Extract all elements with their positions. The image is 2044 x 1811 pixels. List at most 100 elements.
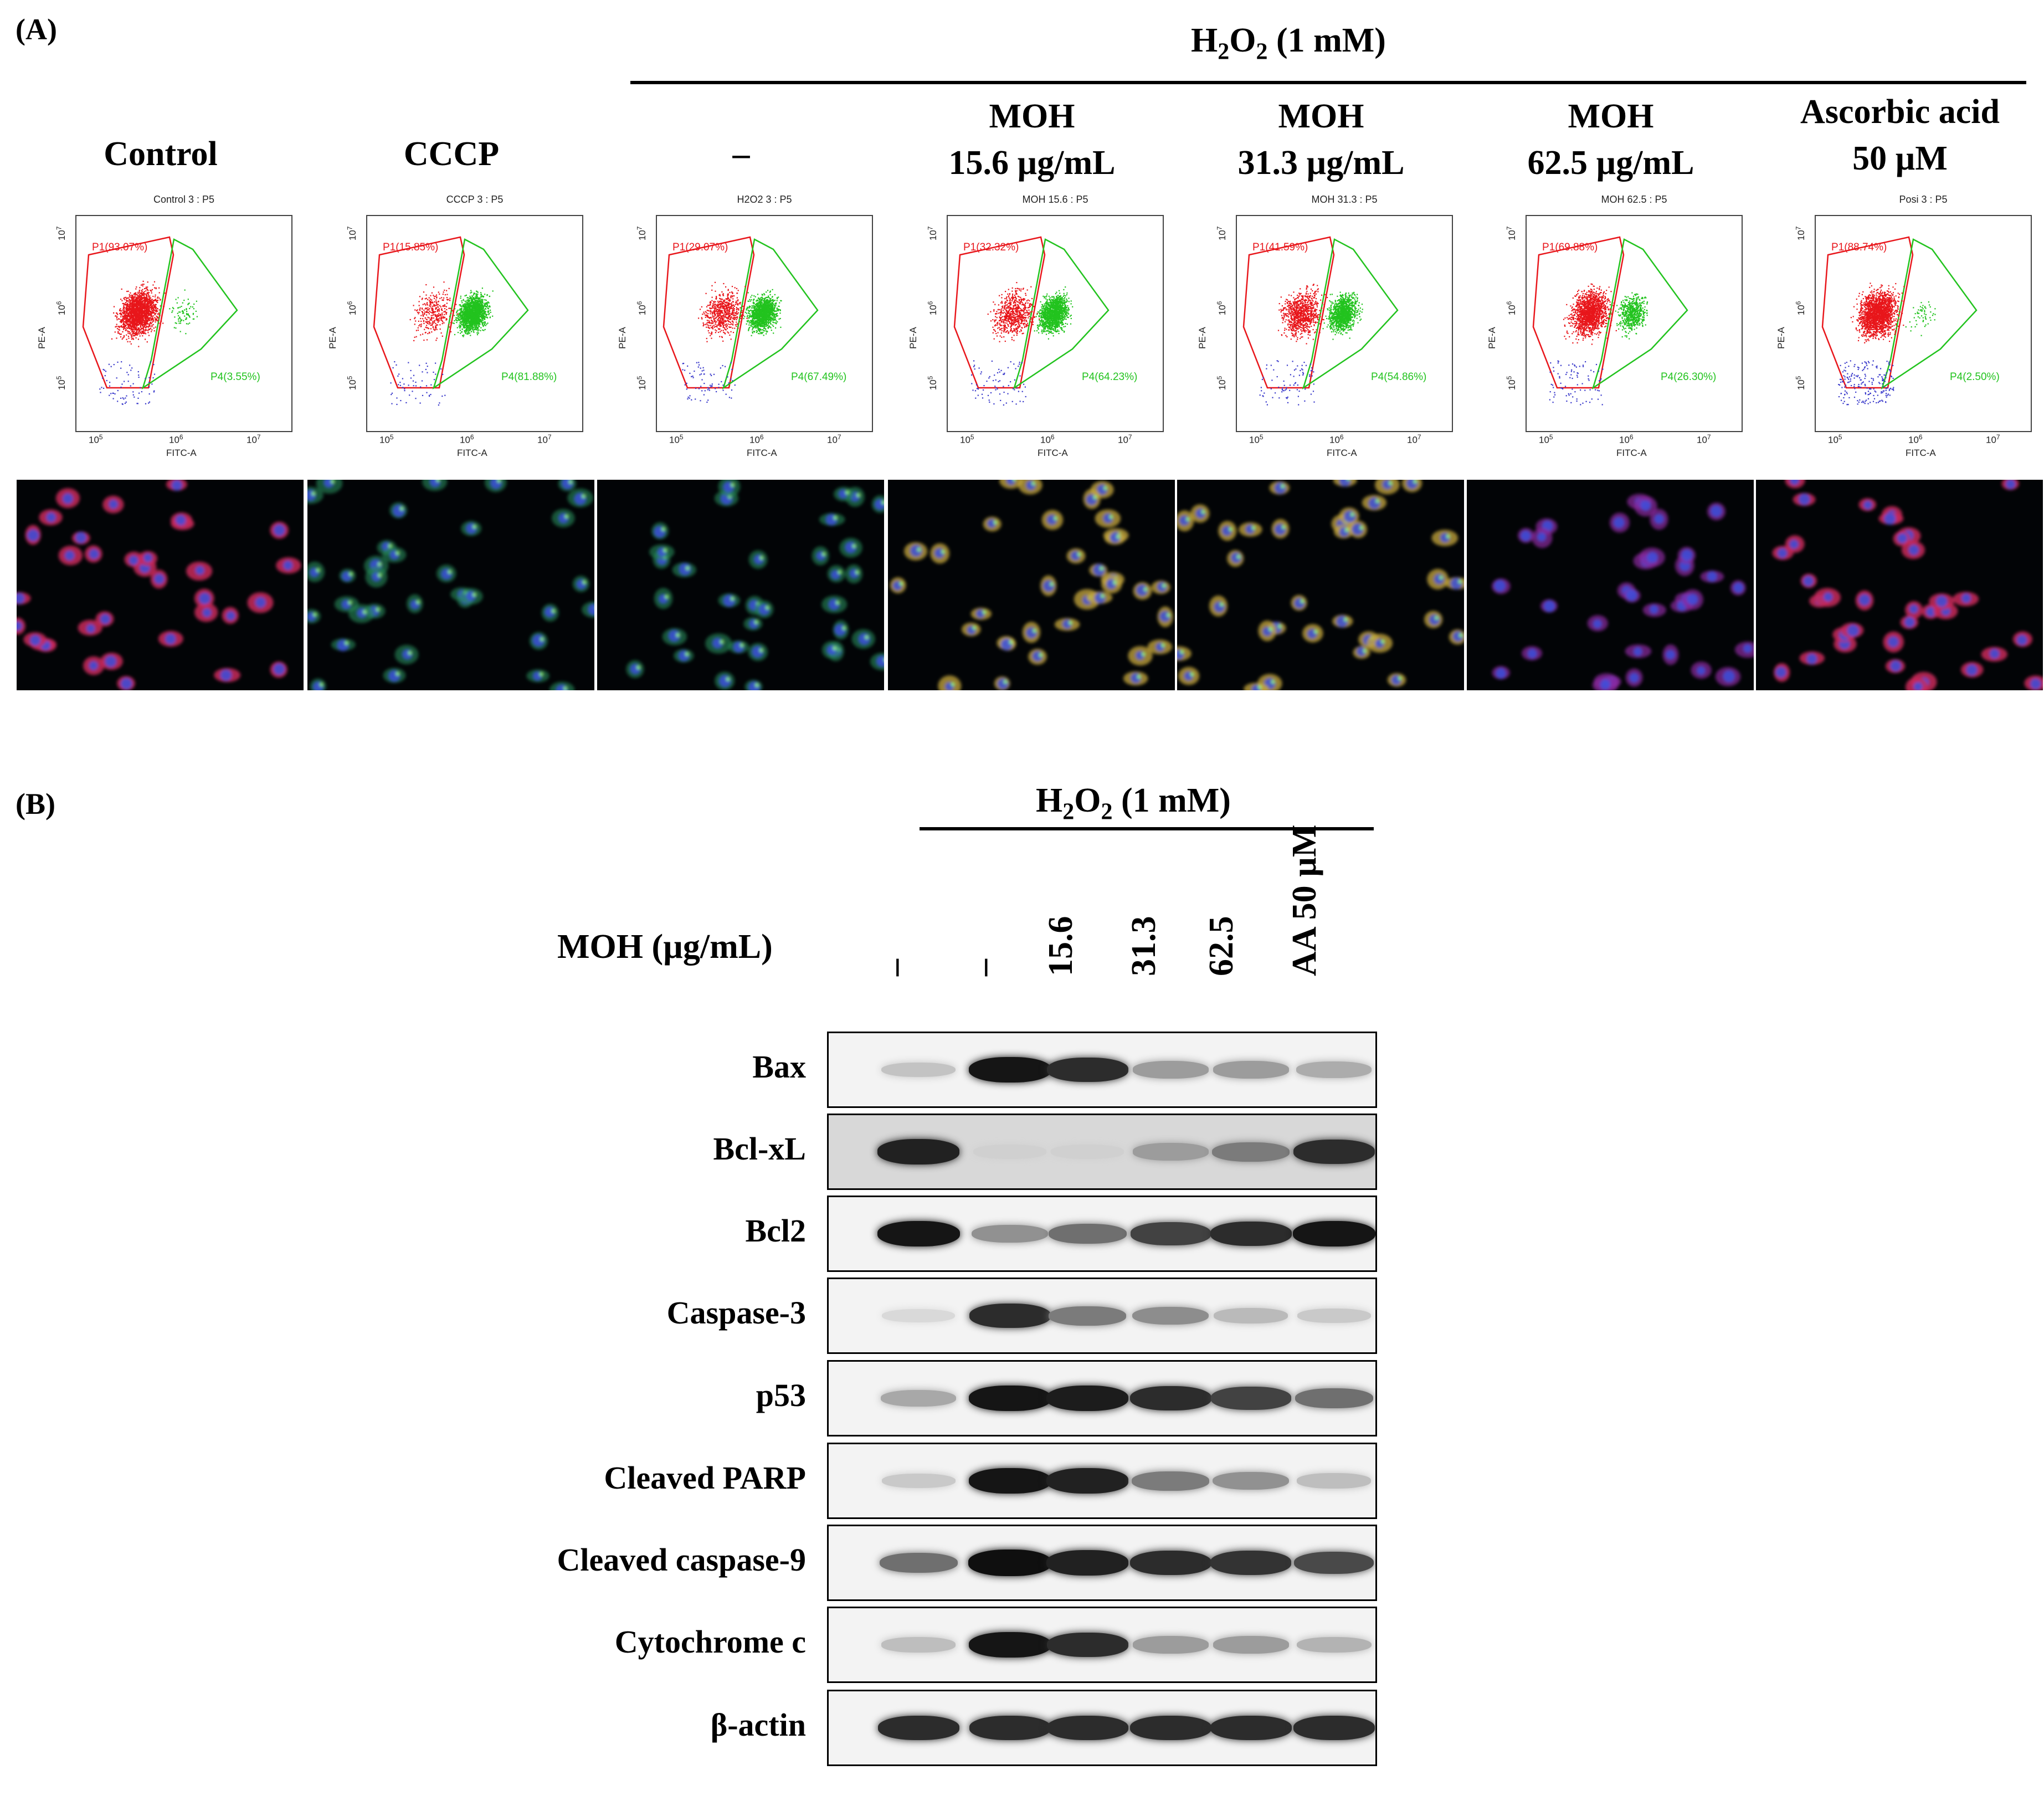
x-tick-base: 10 — [1828, 435, 1838, 445]
y-tick-exp: 6 — [1215, 301, 1223, 305]
flow-plot-title: MOH 15.6 : P5 — [947, 194, 1164, 206]
column-header-line1: MOH — [1467, 93, 1755, 140]
flow-plot-title: H2O2 3 : P5 — [656, 194, 873, 206]
column-header-6: MOH 62.5 µg/mL — [1467, 93, 1755, 186]
lane-label-4: 31.3 — [1124, 916, 1164, 977]
band — [880, 1553, 958, 1573]
band — [881, 1390, 956, 1407]
band — [1295, 1388, 1373, 1408]
column-header-line1: MOH — [888, 93, 1176, 140]
y-tick-base: 10 — [1796, 305, 1806, 315]
x-tick-base: 10 — [1118, 435, 1128, 445]
band — [878, 1716, 959, 1740]
x-tick: 105 — [89, 433, 103, 446]
x-tick: 105 — [1828, 433, 1842, 446]
x-tick: 107 — [827, 433, 841, 446]
lane-label-1: – — [875, 959, 915, 976]
y-tick-exp: 6 — [1794, 301, 1802, 305]
blot-9 — [827, 1690, 1377, 1766]
band — [1051, 1145, 1124, 1158]
band — [1297, 1473, 1371, 1488]
flow-plot-title: CCCP 3 : P5 — [366, 194, 583, 206]
lane-label-2: – — [964, 959, 1003, 976]
blot-3 — [827, 1196, 1377, 1272]
x-axis-label: FITC-A — [1616, 448, 1647, 459]
y-tick: 105 — [635, 376, 648, 391]
y-axis-label: PE-A — [1776, 327, 1787, 349]
y-tick-exp: 5 — [1505, 376, 1513, 380]
flow-plot-title: Control 3 : P5 — [75, 194, 292, 206]
band — [1213, 1636, 1289, 1653]
x-tick-exp: 5 — [970, 433, 974, 441]
protein-label-bax: Bax — [752, 1048, 806, 1085]
y-tick-base: 10 — [928, 305, 938, 315]
column-header-line1: CCCP — [307, 131, 595, 177]
gate-p4-label: P4(67.49%) — [791, 371, 846, 383]
moh-label: MOH (µg/mL) — [557, 927, 773, 967]
band — [1133, 1143, 1209, 1160]
micrograph-4 — [888, 480, 1175, 690]
x-tick-base: 10 — [537, 435, 548, 445]
protein-label-caspase-3: Caspase-3 — [667, 1294, 806, 1331]
x-tick-base: 10 — [960, 435, 970, 445]
x-tick-base: 10 — [246, 435, 257, 445]
band — [1210, 1222, 1292, 1246]
y-tick: 107 — [1794, 227, 1807, 241]
band — [973, 1145, 1046, 1158]
x-tick: 105 — [669, 433, 684, 446]
x-tick-exp: 7 — [548, 433, 552, 441]
x-tick-exp: 7 — [1128, 433, 1132, 441]
y-tick-base: 10 — [928, 379, 938, 390]
gate-p4-label: P4(2.50%) — [1950, 371, 2000, 383]
x-tick-base: 10 — [1040, 435, 1051, 445]
gate-p4-label: P4(54.86%) — [1371, 371, 1426, 383]
band — [1133, 1636, 1209, 1653]
protein-label-bcl-xl: Bcl-xL — [713, 1130, 806, 1167]
micrograph-6 — [1467, 480, 1754, 690]
flow-plot-5: MOH 31.3 : P5 P1(41.59%) P4(54.86%) 105 106 1… — [1188, 194, 1465, 482]
band — [882, 1474, 956, 1488]
x-tick-exp: 7 — [838, 433, 841, 441]
y-tick-exp: 7 — [1794, 227, 1802, 230]
y-tick: 106 — [346, 301, 358, 316]
band — [881, 1637, 956, 1652]
y-tick-base: 10 — [347, 379, 358, 390]
x-tick-base: 10 — [1619, 435, 1630, 445]
column-header-line1: – — [597, 131, 885, 177]
y-tick: 105 — [1505, 376, 1518, 391]
y-tick: 105 — [1794, 376, 1807, 391]
x-tick-exp: 6 — [179, 433, 183, 441]
x-tick-exp: 6 — [470, 433, 474, 441]
band — [1297, 1309, 1371, 1323]
y-tick-exp: 7 — [635, 227, 643, 230]
protein-label-cleaved-parp: Cleaved PARP — [604, 1459, 806, 1496]
band — [1130, 1716, 1211, 1740]
micrograph-3 — [597, 480, 884, 690]
y-tick: 105 — [55, 376, 68, 391]
column-header-line2: 15.6 µg/mL — [888, 140, 1176, 186]
y-tick-exp: 5 — [346, 376, 353, 380]
x-tick: 107 — [537, 433, 552, 446]
blot-8 — [827, 1607, 1377, 1683]
band — [1046, 1468, 1128, 1493]
flow-plot-title: MOH 31.3 : P5 — [1236, 194, 1453, 206]
x-tick-exp: 5 — [1549, 433, 1553, 441]
x-tick-base: 10 — [1986, 435, 1996, 445]
flow-plot-1: Control 3 : P5 P1(93.07%) P4(3.55%) 105 106 1… — [28, 194, 305, 482]
x-tick-exp: 6 — [760, 433, 764, 441]
column-header-line2: 62.5 µg/mL — [1467, 140, 1755, 186]
y-tick-exp: 6 — [926, 301, 934, 305]
x-tick-exp: 6 — [1051, 433, 1055, 441]
y-tick-exp: 5 — [1794, 376, 1802, 380]
band — [969, 1304, 1051, 1328]
y-tick-exp: 6 — [1505, 301, 1513, 305]
y-tick: 107 — [55, 227, 68, 241]
band — [1049, 1306, 1126, 1326]
y-tick-base: 10 — [637, 230, 648, 240]
y-tick-exp: 7 — [1215, 227, 1223, 230]
y-tick: 106 — [1505, 301, 1518, 316]
blot-1 — [827, 1032, 1377, 1108]
band — [877, 1139, 959, 1164]
lane-label-3: 15.6 — [1041, 916, 1081, 977]
y-tick-exp: 5 — [926, 376, 934, 380]
